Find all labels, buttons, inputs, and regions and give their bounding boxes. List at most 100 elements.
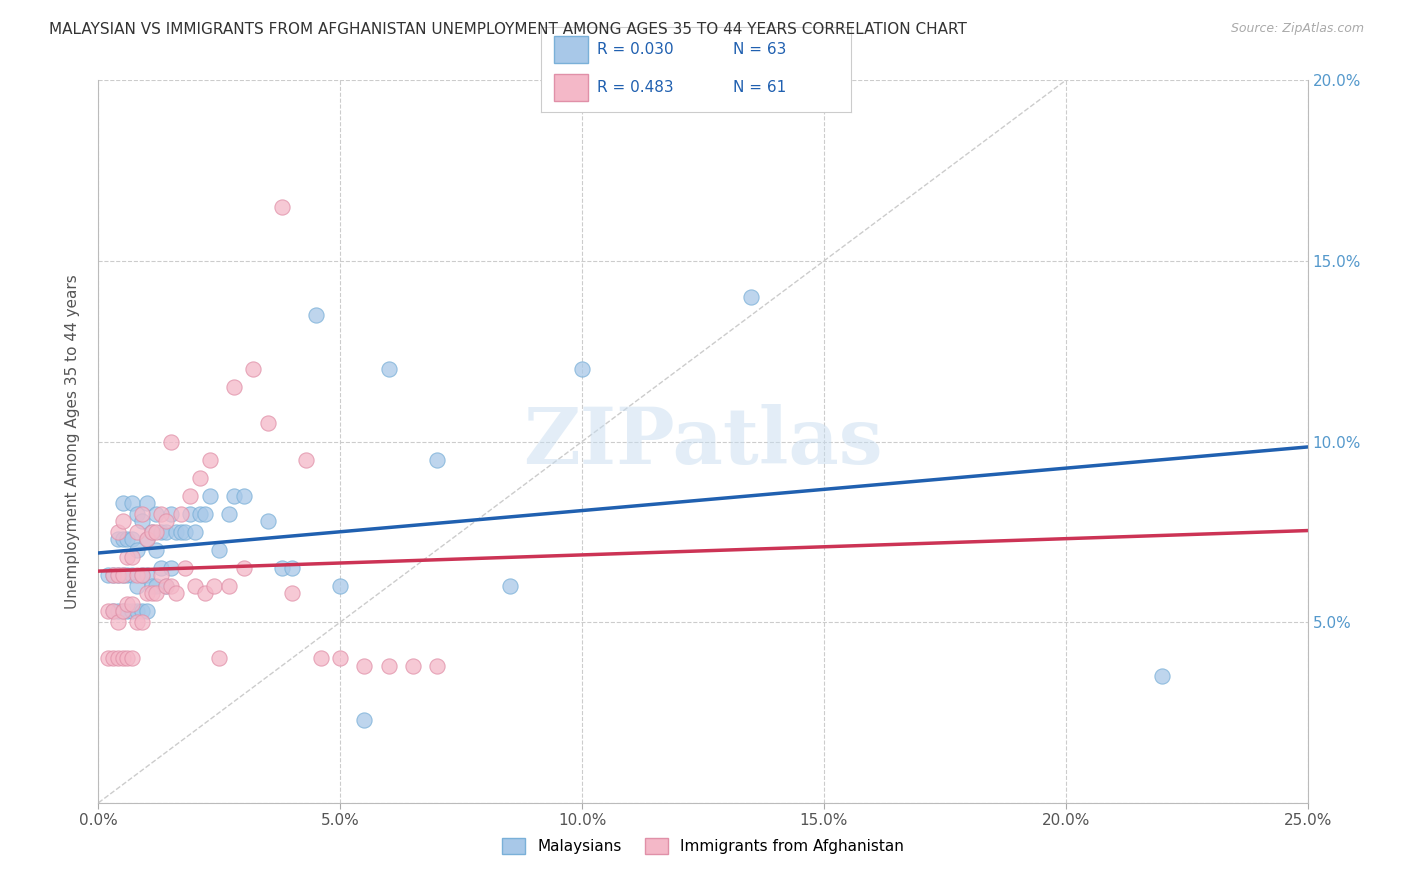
Point xyxy=(111,496,134,510)
Point xyxy=(111,604,134,618)
Point xyxy=(204,579,226,593)
Point xyxy=(188,507,211,521)
Point xyxy=(174,561,197,575)
Legend: Malaysians, Immigrants from Afghanistan: Malaysians, Immigrants from Afghanistan xyxy=(496,832,910,860)
Point xyxy=(160,579,183,593)
Point xyxy=(184,524,207,539)
Point xyxy=(256,514,278,528)
Point xyxy=(111,568,134,582)
Point xyxy=(131,568,153,582)
Point xyxy=(145,524,167,539)
Point xyxy=(107,651,129,665)
Point xyxy=(111,532,134,546)
Point xyxy=(121,651,143,665)
Point xyxy=(97,651,120,665)
Point xyxy=(135,532,157,546)
Point xyxy=(218,579,240,593)
Point xyxy=(208,651,231,665)
Point xyxy=(402,658,425,673)
Point xyxy=(107,568,129,582)
Point xyxy=(117,597,139,611)
Point xyxy=(571,362,593,376)
Point xyxy=(353,713,375,727)
Point xyxy=(174,524,197,539)
Point xyxy=(101,651,124,665)
Point xyxy=(281,586,304,600)
Point xyxy=(127,604,149,618)
Point xyxy=(145,542,167,557)
Text: R = 0.483: R = 0.483 xyxy=(598,80,673,95)
Point xyxy=(127,615,149,630)
Point xyxy=(160,561,183,575)
Point xyxy=(150,561,173,575)
Point xyxy=(101,604,124,618)
Point xyxy=(165,586,187,600)
Point xyxy=(107,524,129,539)
Point xyxy=(155,514,177,528)
Point xyxy=(135,496,157,510)
Point xyxy=(127,507,149,521)
Point xyxy=(127,542,149,557)
Point xyxy=(740,290,762,304)
FancyBboxPatch shape xyxy=(554,74,588,102)
Point xyxy=(329,651,352,665)
Point xyxy=(150,568,173,582)
Point xyxy=(242,362,264,376)
Point xyxy=(121,496,143,510)
Point xyxy=(155,579,177,593)
Point xyxy=(141,586,163,600)
Point xyxy=(131,568,153,582)
Point xyxy=(426,452,449,467)
Point xyxy=(127,568,149,582)
Point xyxy=(222,489,245,503)
Point xyxy=(117,604,139,618)
Point xyxy=(208,542,231,557)
Point xyxy=(188,471,211,485)
Point xyxy=(97,604,120,618)
Point xyxy=(131,615,153,630)
Point xyxy=(111,568,134,582)
Point xyxy=(135,532,157,546)
Point xyxy=(131,604,153,618)
Point xyxy=(377,658,399,673)
Text: N = 63: N = 63 xyxy=(733,42,786,57)
Point xyxy=(329,579,352,593)
Y-axis label: Unemployment Among Ages 35 to 44 years: Unemployment Among Ages 35 to 44 years xyxy=(65,274,80,609)
Point xyxy=(160,434,183,449)
Point xyxy=(107,604,129,618)
Point xyxy=(121,604,143,618)
Point xyxy=(155,579,177,593)
Point xyxy=(135,568,157,582)
Text: R = 0.030: R = 0.030 xyxy=(598,42,673,57)
Point xyxy=(135,586,157,600)
Point xyxy=(97,568,120,582)
Point xyxy=(353,658,375,673)
Point xyxy=(145,507,167,521)
Text: MALAYSIAN VS IMMIGRANTS FROM AFGHANISTAN UNEMPLOYMENT AMONG AGES 35 TO 44 YEARS : MALAYSIAN VS IMMIGRANTS FROM AFGHANISTAN… xyxy=(49,22,967,37)
Point xyxy=(127,524,149,539)
Point xyxy=(198,452,221,467)
Point xyxy=(131,507,153,521)
Text: Source: ZipAtlas.com: Source: ZipAtlas.com xyxy=(1230,22,1364,36)
Point xyxy=(271,561,294,575)
Point xyxy=(141,524,163,539)
Point xyxy=(101,604,124,618)
Point xyxy=(121,597,143,611)
Point xyxy=(184,579,207,593)
Point xyxy=(1152,669,1174,683)
Point xyxy=(169,507,191,521)
Text: ZIPatlas: ZIPatlas xyxy=(523,403,883,480)
Point xyxy=(155,524,177,539)
Point xyxy=(107,568,129,582)
Point xyxy=(150,524,173,539)
Text: N = 61: N = 61 xyxy=(733,80,786,95)
Point xyxy=(218,507,240,521)
Point xyxy=(169,524,191,539)
Point xyxy=(117,651,139,665)
Point xyxy=(111,514,134,528)
Point xyxy=(121,532,143,546)
Point xyxy=(194,586,217,600)
Point xyxy=(121,550,143,565)
Point xyxy=(498,579,520,593)
Point xyxy=(127,579,149,593)
